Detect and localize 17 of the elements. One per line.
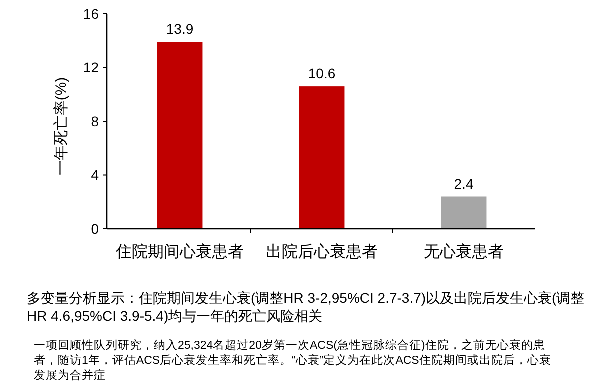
bar bbox=[157, 42, 203, 229]
x-tick-label: 住院期间心衰患者 bbox=[115, 243, 244, 261]
text: 一项回顾性队列研究，纳入25,324名超过20岁第一次ACS(急性冠脉综合征)住院，之前无心衰的患者，随访1年，评估ACS后心衰发生率和死亡率。“心衰”定义为在此次ACS住院期间或出院后，心衰发展为合并症 bbox=[34, 339, 552, 384]
data-label: 10.6 bbox=[308, 66, 336, 82]
y-tick-label: 8 bbox=[91, 113, 100, 130]
y-tick-label: 0 bbox=[91, 220, 100, 237]
y-tick-label: 16 bbox=[83, 6, 100, 22]
y-tick-label: 12 bbox=[83, 60, 100, 76]
bar bbox=[299, 86, 345, 229]
bar bbox=[441, 196, 487, 229]
text: 多变量分析显示：住院期间发生心衰(调整HR 3-2,95%CI 2.7-3.7)以及出院后发生心衰(调整HR 4.6,95%CI 3.9-5.4)均与一年的死亡风险相关 bbox=[27, 289, 586, 325]
x-tick-label: 出院后心衰患者 bbox=[266, 243, 378, 261]
data-label: 2.4 bbox=[454, 176, 474, 192]
y-tick-label: 4 bbox=[91, 167, 100, 184]
x-tick-label: 无心衰患者 bbox=[424, 243, 504, 261]
data-label: 13.9 bbox=[166, 21, 194, 38]
y-axis-title: 一年死亡率(%) bbox=[53, 77, 70, 176]
